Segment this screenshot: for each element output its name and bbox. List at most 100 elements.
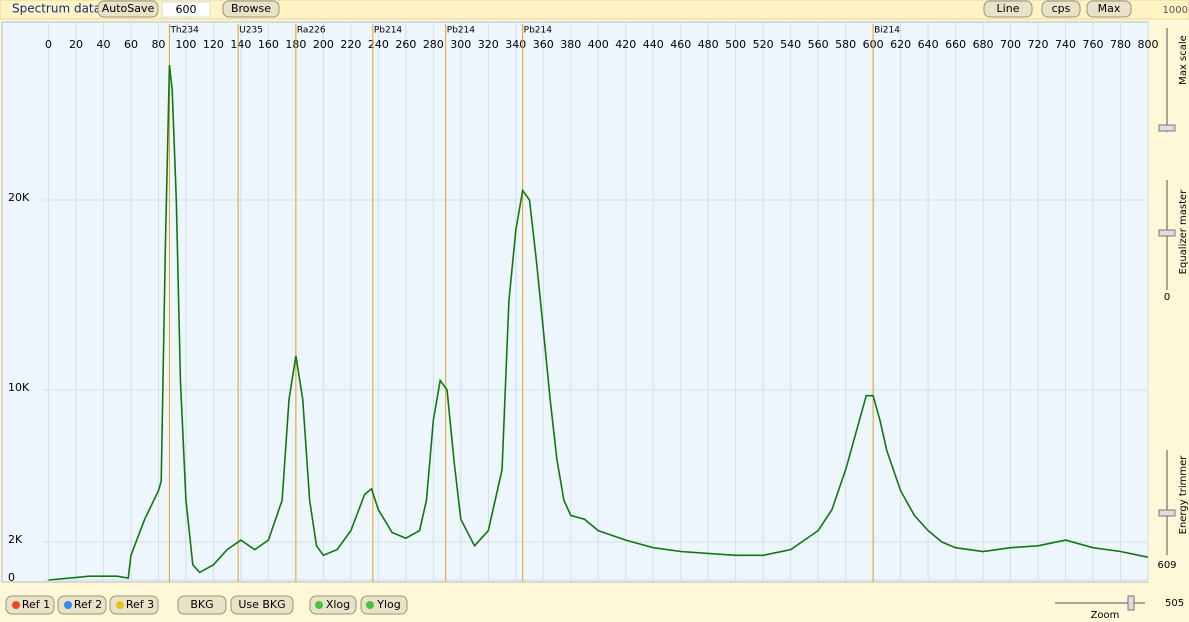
marker-label: Pb214 <box>447 26 476 36</box>
x-tick-label: 420 <box>615 38 636 51</box>
x-tick-label: 460 <box>670 38 691 51</box>
marker-label: U235 <box>239 26 263 36</box>
indicator <box>315 601 323 609</box>
y-tick-label: 2K <box>8 533 23 546</box>
indicator <box>116 601 124 609</box>
x-tick-label: 300 <box>450 38 471 51</box>
marker-label: Pb214 <box>524 26 553 36</box>
x-tick-label: 660 <box>945 38 966 51</box>
x-tick-label: 240 <box>368 38 389 51</box>
ref2-button[interactable]: Ref 2 <box>57 595 107 615</box>
slider-label: Energy trimmer <box>1178 455 1189 535</box>
x-tick-label: 620 <box>890 38 911 51</box>
x-tick-label: 760 <box>1083 38 1104 51</box>
marker-label: Bi214 <box>874 26 900 36</box>
x-tick-label: 100 <box>175 38 196 51</box>
side-panel: Max scale Equalizer master 0 Energy trim… <box>1055 28 1189 621</box>
x-tick-label: 400 <box>588 38 609 51</box>
x-tick-label: 560 <box>808 38 829 51</box>
x-tick-label: 320 <box>478 38 499 51</box>
x-tick-label: 60 <box>124 38 138 51</box>
x-tick-label: 160 <box>258 38 279 51</box>
plot-area <box>1 21 1149 583</box>
use-bkg-button[interactable]: Use BKG <box>230 595 294 615</box>
y-tick-label: 0 <box>8 571 15 584</box>
line-button[interactable]: Line <box>983 0 1033 18</box>
x-tick-label: 500 <box>725 38 746 51</box>
button-label: Browse <box>231 2 271 15</box>
x-tick-label: 340 <box>505 38 526 51</box>
x-tick-label: 280 <box>423 38 444 51</box>
x-tick-label: 140 <box>230 38 251 51</box>
x-tick-label: 520 <box>753 38 774 51</box>
x-tick-label: 680 <box>973 38 994 51</box>
x-tick-label: 700 <box>1000 38 1021 51</box>
button-label: BKG <box>190 598 213 611</box>
slider-thumb[interactable] <box>1158 229 1176 237</box>
ref3-button[interactable]: Ref 3 <box>109 595 159 615</box>
button-label: Line <box>997 2 1020 15</box>
indicator <box>12 601 20 609</box>
x-tick-label: 780 <box>1110 38 1131 51</box>
button-label: Ylog <box>376 598 401 611</box>
slider-label: Equalizer master <box>1178 189 1189 275</box>
browse-button[interactable]: Browse <box>222 0 280 18</box>
x-tick-label: 0 <box>45 38 52 51</box>
button-label: Ref 2 <box>74 598 102 611</box>
x-tick-label: 200 <box>313 38 334 51</box>
marker-label: Th234 <box>169 26 199 36</box>
x-tick-label: 640 <box>918 38 939 51</box>
marker-label: Ra226 <box>297 26 326 36</box>
x-tick-label: 120 <box>203 38 224 51</box>
ref1-button[interactable]: Ref 1 <box>5 595 55 615</box>
panel-title: Spectrum data <box>12 2 101 16</box>
x-tick-label: 580 <box>835 38 856 51</box>
slider-value: 0 <box>1164 292 1170 303</box>
marker-label: Pb214 <box>374 26 403 36</box>
y-tick-label: 20K <box>8 191 30 204</box>
indicator <box>64 601 72 609</box>
x-tick-label: 440 <box>643 38 664 51</box>
slider-label: Zoom <box>1091 610 1120 621</box>
button-label: Xlog <box>326 598 350 611</box>
x-tick-label: 80 <box>151 38 165 51</box>
input-value: 600 <box>176 3 197 16</box>
toolbar <box>0 0 1189 20</box>
bkg-button[interactable]: BKG <box>177 595 227 615</box>
slider-thumb[interactable] <box>1158 509 1176 517</box>
slider-value: 609 <box>1157 560 1176 571</box>
slider-label: Max scale <box>1178 35 1189 85</box>
spectrum-line <box>48 65 1149 581</box>
button-label: cps <box>1052 2 1071 15</box>
plot: 0 20 40 60 80 100 120 140 160 180 200 220 240 260 280 3… <box>8 22 1159 584</box>
cps-button[interactable]: cps <box>1041 0 1081 18</box>
button-label: Ref 3 <box>126 598 154 611</box>
x-tick-label: 20 <box>69 38 83 51</box>
y-tick-label: 10K <box>8 381 30 394</box>
x-tick-label: 40 <box>96 38 110 51</box>
button-label: Ref 1 <box>22 598 50 611</box>
slider-thumb[interactable] <box>1158 124 1176 132</box>
x-tick-label: 360 <box>533 38 554 51</box>
button-label: Max <box>1098 2 1121 15</box>
max-value: 1000 <box>1163 5 1188 16</box>
x-tick-label: 260 <box>395 38 416 51</box>
button-label: AutoSave <box>102 2 155 15</box>
text-input[interactable] <box>161 1 211 18</box>
max-button[interactable]: Max <box>1086 0 1132 18</box>
slider-thumb[interactable] <box>1127 595 1135 611</box>
x-tick-label: 540 <box>780 38 801 51</box>
x-tick-label: 800 <box>1138 38 1159 51</box>
x-tick-label: 220 <box>340 38 361 51</box>
button-label: Use BKG <box>238 598 285 611</box>
x-tick-label: 740 <box>1055 38 1076 51</box>
xlog-button[interactable]: Xlog <box>309 595 357 615</box>
ylog-button[interactable]: Ylog <box>360 595 408 615</box>
x-tick-label: 480 <box>698 38 719 51</box>
indicator <box>366 601 374 609</box>
slider-value: 505 <box>1165 598 1184 609</box>
autosave-button[interactable]: AutoSave <box>97 0 159 18</box>
x-tick-label: 380 <box>560 38 581 51</box>
x-tick-label: 720 <box>1028 38 1049 51</box>
